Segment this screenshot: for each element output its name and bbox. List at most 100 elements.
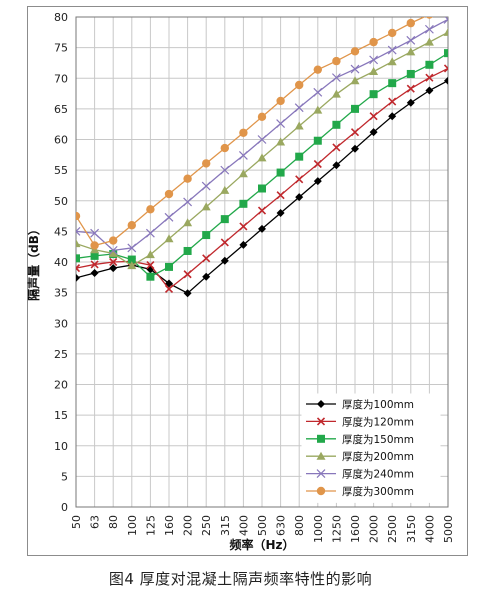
data-point: [183, 246, 192, 255]
legend-label: 厚度为200mm: [342, 450, 414, 463]
data-point: [239, 128, 248, 137]
data-point: [424, 24, 434, 34]
x-tick-label: 50: [70, 515, 83, 529]
data-point: [313, 65, 322, 74]
data-point: [258, 224, 266, 233]
data-point: [406, 35, 416, 45]
y-tick-label: 70: [54, 72, 68, 85]
data-point: [201, 181, 211, 191]
data-point: [109, 257, 118, 267]
legend: 厚度为100mm 厚度为120mm 厚度为150mm 厚度为200mm 厚度为240mm…: [301, 393, 441, 503]
data-point: [294, 121, 304, 130]
data-point: [145, 228, 155, 238]
legend-swatch-marker: [317, 434, 325, 443]
data-point: [295, 152, 304, 161]
y-tick-label: 60: [54, 134, 68, 147]
legend-label: 厚度为150mm: [342, 433, 414, 446]
data-point: [350, 128, 360, 137]
x-tick-label: 2500: [386, 515, 399, 543]
legend-item: 厚度为120mm: [306, 415, 414, 428]
x-tick-label: 100: [126, 515, 139, 536]
legend-item: 厚度为240mm: [306, 468, 414, 481]
data-point: [332, 56, 341, 66]
data-point: [406, 18, 415, 28]
data-point: [369, 37, 378, 47]
data-point: [202, 231, 211, 240]
data-point: [444, 49, 448, 58]
data-point: [183, 218, 193, 227]
data-point: [313, 105, 323, 114]
data-point: [369, 55, 379, 65]
series-3: [76, 49, 448, 281]
data-point: [425, 86, 434, 95]
data-point: [313, 87, 323, 97]
y-tick-label: 15: [54, 409, 68, 422]
data-point: [90, 241, 99, 250]
y-axis-ticks: 0 5 10 15 20 25 30 35 40 45 50 55 60 65 70 75 80: [54, 11, 68, 514]
y-tick-label: 80: [54, 11, 68, 24]
x-tick-label: 500: [256, 515, 269, 536]
data-point: [350, 47, 360, 56]
data-point: [387, 45, 397, 55]
y-tick-label: 35: [54, 287, 68, 300]
data-point: [313, 177, 322, 186]
data-point: [76, 264, 81, 273]
x-tick-label: 5000: [442, 515, 455, 543]
data-point: [76, 211, 81, 221]
data-point: [331, 73, 341, 83]
data-point: [332, 143, 341, 152]
data-point: [350, 76, 360, 85]
data-point: [183, 270, 192, 279]
data-point: [239, 222, 248, 231]
y-tick-label: 30: [54, 317, 68, 330]
data-point: [332, 161, 341, 170]
y-tick-label: 45: [54, 225, 68, 238]
x-tick-label: 250: [200, 515, 213, 536]
y-tick-label: 0: [61, 501, 68, 514]
x-tick-label: 63: [89, 515, 102, 529]
data-point: [127, 243, 137, 253]
y-tick-label: 5: [61, 470, 68, 483]
data-point: [258, 184, 266, 193]
data-point: [388, 112, 397, 121]
figure-caption: 图4 厚度对混凝土隔声频率特性的影响: [108, 570, 373, 588]
data-point: [369, 112, 378, 121]
data-point: [90, 228, 100, 238]
data-point: [239, 199, 248, 208]
series-4: [76, 27, 448, 270]
legend-item: 厚度为150mm: [306, 433, 414, 446]
legend-item: 厚度为200mm: [306, 450, 414, 463]
data-point: [257, 112, 267, 122]
data-point: [220, 165, 230, 175]
data-point: [388, 28, 397, 38]
data-point: [238, 169, 248, 178]
data-point: [257, 206, 267, 215]
data-point: [220, 185, 230, 194]
legend-swatch-marker: [316, 486, 326, 496]
data-point: [239, 240, 248, 249]
data-point: [127, 221, 136, 230]
data-point: [406, 98, 415, 107]
x-tick-label: 315: [219, 515, 232, 536]
legend-swatch-marker: [316, 417, 326, 426]
data-point: [109, 264, 118, 273]
x-tick-label: 80: [107, 515, 120, 529]
data-point: [332, 120, 341, 129]
y-tick-label: 50: [54, 195, 68, 208]
data-point: [90, 251, 99, 260]
data-point: [76, 239, 81, 248]
data-point: [164, 284, 174, 294]
y-tick-label: 65: [54, 103, 68, 116]
data-point: [220, 143, 229, 153]
data-point: [127, 255, 136, 264]
data-point: [406, 84, 415, 93]
legend-label: 厚度为100mm: [342, 398, 414, 411]
data-point: [90, 260, 99, 269]
y-tick-label: 10: [54, 440, 68, 453]
data-point: [183, 197, 193, 207]
data-point: [313, 159, 322, 169]
data-point: [202, 272, 211, 281]
data-point: [331, 89, 341, 98]
data-point: [369, 128, 378, 137]
x-tick-label: 125: [144, 515, 157, 536]
